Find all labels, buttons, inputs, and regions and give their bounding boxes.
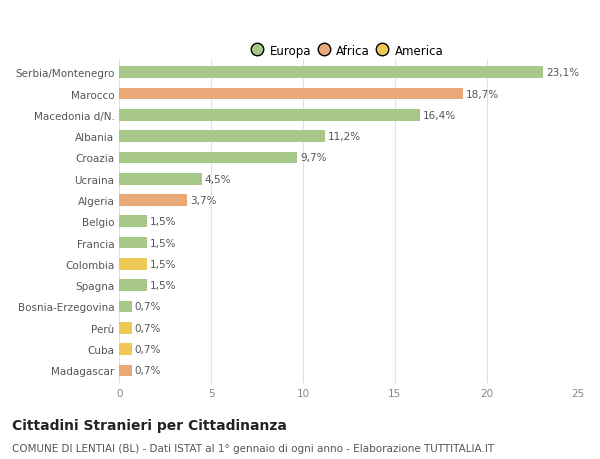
Bar: [119, 67, 544, 79]
Text: 1,5%: 1,5%: [149, 217, 176, 227]
Text: 1,5%: 1,5%: [149, 280, 176, 291]
Legend: Europa, Africa, America: Europa, Africa, America: [250, 40, 448, 63]
Text: 3,7%: 3,7%: [190, 196, 217, 206]
Bar: [119, 301, 132, 313]
Bar: [119, 110, 421, 121]
Text: 9,7%: 9,7%: [300, 153, 326, 163]
Text: 18,7%: 18,7%: [466, 90, 499, 99]
Text: 4,5%: 4,5%: [205, 174, 231, 185]
Text: 23,1%: 23,1%: [546, 68, 580, 78]
Bar: [119, 216, 147, 228]
Bar: [119, 152, 298, 164]
Bar: [119, 322, 132, 334]
Bar: [119, 195, 187, 207]
Text: 1,5%: 1,5%: [149, 259, 176, 269]
Bar: [119, 365, 132, 376]
Text: 0,7%: 0,7%: [135, 323, 161, 333]
Bar: [119, 258, 147, 270]
Text: 11,2%: 11,2%: [328, 132, 361, 142]
Bar: [119, 174, 202, 185]
Bar: [119, 343, 132, 355]
Bar: [119, 280, 147, 291]
Bar: [119, 131, 325, 143]
Text: 0,7%: 0,7%: [135, 344, 161, 354]
Text: 1,5%: 1,5%: [149, 238, 176, 248]
Text: 0,7%: 0,7%: [135, 302, 161, 312]
Bar: [119, 89, 463, 100]
Text: Cittadini Stranieri per Cittadinanza: Cittadini Stranieri per Cittadinanza: [12, 418, 287, 431]
Text: COMUNE DI LENTIAI (BL) - Dati ISTAT al 1° gennaio di ogni anno - Elaborazione TU: COMUNE DI LENTIAI (BL) - Dati ISTAT al 1…: [12, 443, 494, 453]
Text: 16,4%: 16,4%: [423, 111, 457, 121]
Text: 0,7%: 0,7%: [135, 365, 161, 375]
Bar: [119, 237, 147, 249]
